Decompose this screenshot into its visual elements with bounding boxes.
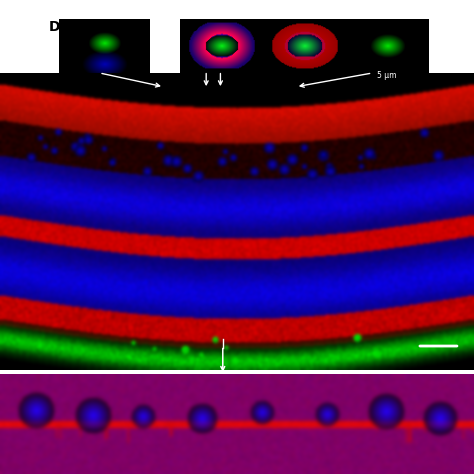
Text: C: C (263, 20, 273, 34)
Text: 5 μm: 5 μm (377, 71, 396, 80)
Text: D: D (49, 20, 60, 34)
Text: B: B (188, 20, 199, 34)
Text: E: E (384, 20, 393, 34)
